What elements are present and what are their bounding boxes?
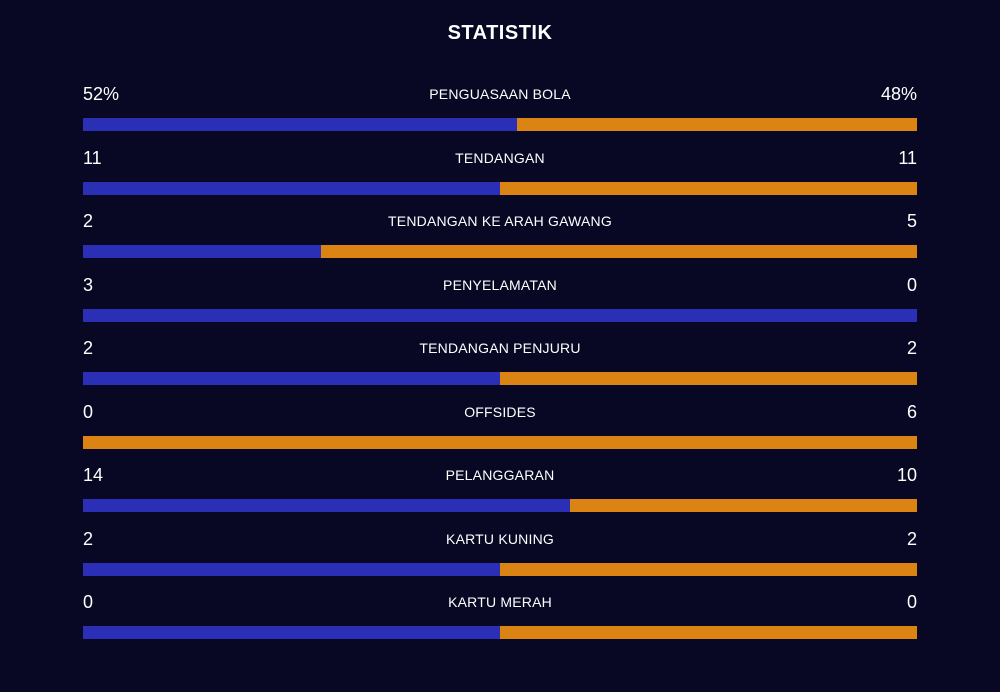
home-bar-segment xyxy=(83,308,917,322)
stat-header: 0 KARTU MERAH 0 xyxy=(83,588,917,626)
comparison-bar xyxy=(83,308,917,322)
home-value: 52% xyxy=(83,84,120,104)
stat-row: 0 OFFSIDES 6 xyxy=(83,398,917,462)
away-value: 2 xyxy=(906,338,917,358)
stat-row: 14 PELANGGARAN 10 xyxy=(83,461,917,525)
stat-label: PENGUASAAN BOLA xyxy=(429,86,571,102)
stat-header: 3 PENYELAMATAN 0 xyxy=(83,271,917,309)
stat-row: 52% PENGUASAAN BOLA 48% xyxy=(83,80,917,144)
stat-label: KARTU MERAH xyxy=(448,594,552,610)
home-value: 14 xyxy=(83,465,104,485)
stat-label: PENYELAMATAN xyxy=(443,276,557,293)
stats-list: 52% PENGUASAAN BOLA 48% 11 TENDANGAN 11 2 TENDA… xyxy=(83,80,917,652)
away-bar-segment xyxy=(83,435,917,449)
away-value: 11 xyxy=(898,147,917,168)
away-value: 10 xyxy=(896,465,917,485)
stat-header: 2 TENDANGAN PENJURU 2 xyxy=(83,334,917,372)
stat-row: 2 TENDANGAN KE ARAH GAWANG 5 xyxy=(83,207,917,271)
stat-header: 0 OFFSIDES 6 xyxy=(83,398,917,436)
comparison-bar xyxy=(83,245,917,258)
home-value: 2 xyxy=(83,528,94,549)
home-bar-segment xyxy=(83,181,500,195)
stat-label: TENDANGAN KE ARAH GAWANG xyxy=(388,213,612,229)
stats-title: STATISTIK xyxy=(447,22,553,44)
home-value: 3 xyxy=(83,274,94,295)
comparison-bar xyxy=(83,435,917,449)
stat-label: KARTU KUNING xyxy=(446,530,554,547)
stat-header: 14 PELANGGARAN 10 xyxy=(83,461,917,499)
home-bar-segment xyxy=(83,499,570,512)
home-value: 11 xyxy=(83,147,102,168)
away-bar-segment xyxy=(569,499,917,512)
stat-label: PELANGGARAN xyxy=(445,467,555,483)
away-value: 6 xyxy=(906,401,917,422)
comparison-bar xyxy=(83,562,917,576)
home-value: 2 xyxy=(83,211,94,231)
away-bar-segment xyxy=(500,181,917,195)
comparison-bar xyxy=(83,499,917,512)
stat-header: 2 TENDANGAN KE ARAH GAWANG 5 xyxy=(83,207,917,245)
home-bar-segment xyxy=(83,626,500,639)
home-value: 0 xyxy=(83,592,94,612)
stat-row: 0 KARTU MERAH 0 xyxy=(83,588,917,652)
away-bar-segment xyxy=(516,118,917,131)
stat-row: 3 PENYELAMATAN 0 xyxy=(83,271,917,335)
stat-row: 2 TENDANGAN PENJURU 2 xyxy=(83,334,917,398)
home-bar-segment xyxy=(83,245,322,258)
stat-label: OFFSIDES xyxy=(464,403,536,420)
away-value: 5 xyxy=(906,211,917,231)
stat-header: 2 KARTU KUNING 2 xyxy=(83,525,917,563)
away-value: 0 xyxy=(906,592,917,612)
home-value: 2 xyxy=(83,338,94,358)
comparison-bar xyxy=(83,372,917,385)
away-value: 48% xyxy=(880,84,917,104)
away-bar-segment xyxy=(500,626,917,639)
comparison-bar xyxy=(83,181,917,195)
home-bar-segment xyxy=(83,372,500,385)
stat-header: 52% PENGUASAAN BOLA 48% xyxy=(83,80,917,118)
stat-row: 2 KARTU KUNING 2 xyxy=(83,525,917,589)
home-value: 0 xyxy=(83,401,94,422)
away-bar-segment xyxy=(500,562,917,576)
home-bar-segment xyxy=(83,562,500,576)
comparison-bar xyxy=(83,626,917,639)
stat-header: 11 TENDANGAN 11 xyxy=(83,144,917,182)
away-value: 2 xyxy=(906,528,917,549)
stat-row: 11 TENDANGAN 11 xyxy=(83,144,917,208)
stat-label: TENDANGAN PENJURU xyxy=(419,340,581,356)
home-bar-segment xyxy=(83,118,517,131)
away-bar-segment xyxy=(500,372,917,385)
stat-label: TENDANGAN xyxy=(455,149,545,166)
away-value: 0 xyxy=(906,274,917,295)
away-bar-segment xyxy=(321,245,917,258)
comparison-bar xyxy=(83,118,917,131)
